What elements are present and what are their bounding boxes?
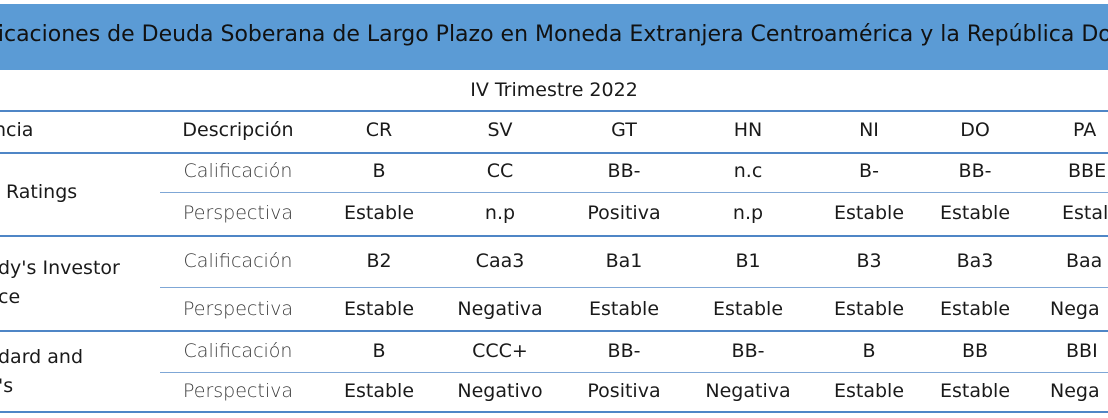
value-sv: n.p <box>484 202 516 224</box>
header-pa: PA <box>1073 119 1097 141</box>
value-sv: Caa3 <box>475 250 525 272</box>
value-pa: BBE <box>1068 160 1107 182</box>
value-cr: B <box>372 340 386 362</box>
header-ni: NI <box>859 119 879 141</box>
value-gt: Ba1 <box>605 250 643 272</box>
header-sv: SV <box>487 119 513 141</box>
table-title: ificaciones de Deuda Soberana de Largo P… <box>0 22 1108 47</box>
agency-name: Ratings <box>6 178 77 207</box>
value-cr: B <box>372 160 386 182</box>
value-sv: CC <box>486 160 514 182</box>
value-cr: Estable <box>343 298 415 320</box>
value-do: Estable <box>939 202 1011 224</box>
row-description: Calificación <box>183 340 293 362</box>
value-do: Ba3 <box>956 250 994 272</box>
divider <box>0 330 1108 332</box>
value-hn: Negativa <box>705 380 791 402</box>
agency-name-line: 's <box>0 375 14 397</box>
value-ni: Estable <box>833 298 905 320</box>
value-do: Estable <box>939 380 1011 402</box>
row-description: Perspectiva <box>183 298 293 320</box>
divider <box>0 411 1108 413</box>
agency-name-line: Ratings <box>6 181 78 203</box>
row-description: Perspectiva <box>183 380 293 402</box>
divider <box>0 152 1108 154</box>
value-ni: Estable <box>833 380 905 402</box>
header-cr: CR <box>365 119 393 141</box>
header-do: DO <box>960 119 990 141</box>
agency-name: dy's Investor ce <box>0 254 120 312</box>
header-hn: HN <box>733 119 763 141</box>
value-gt: Estable <box>588 298 660 320</box>
value-hn: n.p <box>732 202 764 224</box>
value-hn: BB- <box>731 340 765 362</box>
divider <box>160 287 1108 288</box>
value-cr: Estable <box>343 202 415 224</box>
value-ni: B3 <box>856 250 882 272</box>
value-ni: B- <box>859 160 879 182</box>
value-hn: B1 <box>735 250 761 272</box>
value-do: BB- <box>958 160 992 182</box>
value-pa: BBI <box>1066 340 1098 362</box>
row-description: Calificación <box>183 160 293 182</box>
value-do: Estable <box>939 298 1011 320</box>
title-bar: ificaciones de Deuda Soberana de Largo P… <box>0 4 1108 70</box>
agency-name-line: ce <box>0 286 21 308</box>
value-pa: Nega <box>1050 298 1100 320</box>
value-sv: Negativa <box>457 298 543 320</box>
value-gt: Positiva <box>587 202 661 224</box>
header-gt: GT <box>611 119 637 141</box>
value-pa: Nega <box>1050 380 1100 402</box>
value-cr: B2 <box>366 250 392 272</box>
agency-name-line: dard and <box>0 346 84 368</box>
agency-name-line: dy's Investor <box>0 257 120 279</box>
value-sv: Negativo <box>457 380 543 402</box>
value-pa: Baa <box>1066 250 1103 272</box>
row-description: Calificación <box>183 250 293 272</box>
header-description: Descripción <box>182 119 294 141</box>
header-agency: ncia <box>0 119 34 141</box>
divider <box>0 110 1108 112</box>
row-description: Perspectiva <box>183 202 293 224</box>
value-ni: B <box>862 340 876 362</box>
value-ni: Estable <box>833 202 905 224</box>
value-do: BB <box>961 340 989 362</box>
value-pa: Estal <box>1062 202 1108 224</box>
value-gt: BB- <box>607 160 641 182</box>
value-gt: BB- <box>607 340 641 362</box>
divider <box>0 235 1108 237</box>
value-hn: Estable <box>712 298 784 320</box>
agency-name: dard and 's <box>0 343 83 401</box>
divider <box>160 372 1108 373</box>
value-gt: Positiva <box>587 380 661 402</box>
value-cr: Estable <box>343 380 415 402</box>
period-label: IV Trimestre 2022 <box>470 79 638 101</box>
divider <box>160 192 1108 193</box>
value-sv: CCC+ <box>472 340 528 362</box>
value-hn: n.c <box>733 160 763 182</box>
